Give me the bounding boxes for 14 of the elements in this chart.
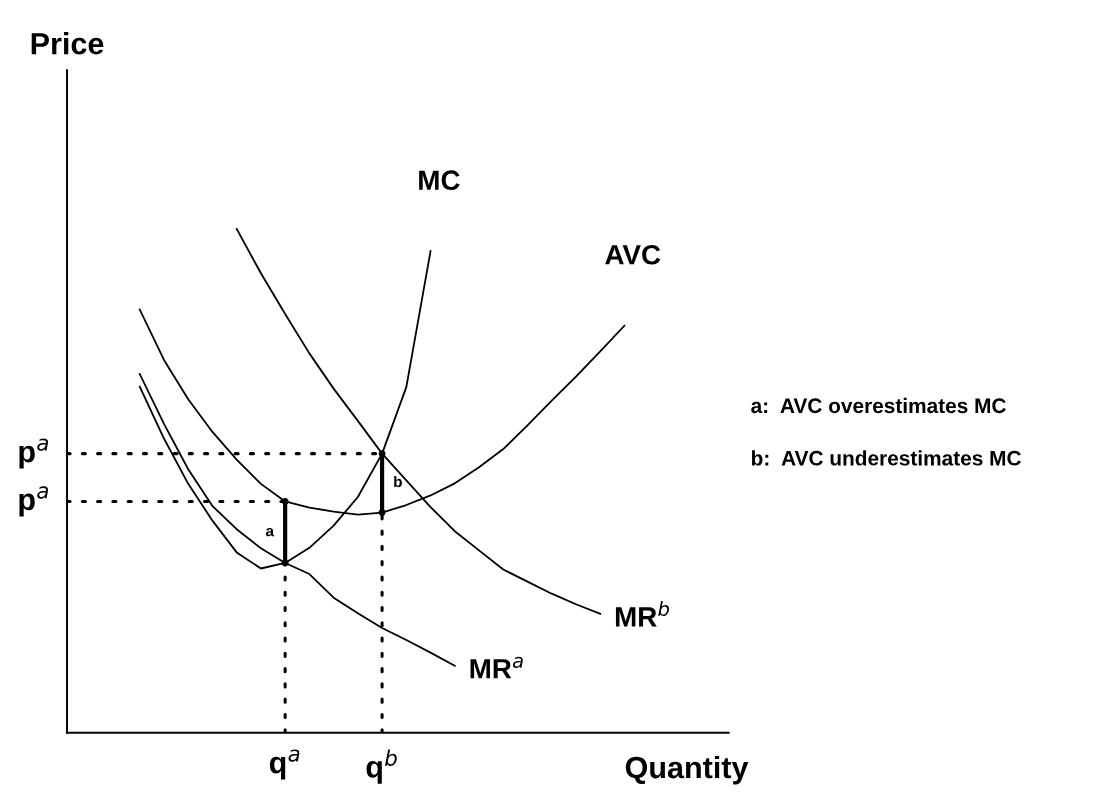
x-axis-title: Quantity (625, 755, 749, 785)
text: Price (31, 32, 104, 55)
text: MC (419, 170, 460, 191)
series-label: p$^{a}$ (19, 486, 49, 517)
text: AVC (605, 244, 661, 265)
x-tick-label: q$^{a}$ (269, 749, 300, 780)
text: a: AVC overestimates MC (751, 397, 1006, 414)
annotation: a (265, 527, 275, 537)
text: b: AVC underestimates MC (751, 450, 1021, 466)
series-label: MR$^{b}$ (615, 601, 669, 627)
series-label: MR$^{a}$ (470, 656, 523, 679)
series-label: p$^{a}$ (19, 438, 49, 469)
x-tick-label: q$^{b}$ (366, 749, 397, 784)
annotation: b (394, 475, 402, 488)
